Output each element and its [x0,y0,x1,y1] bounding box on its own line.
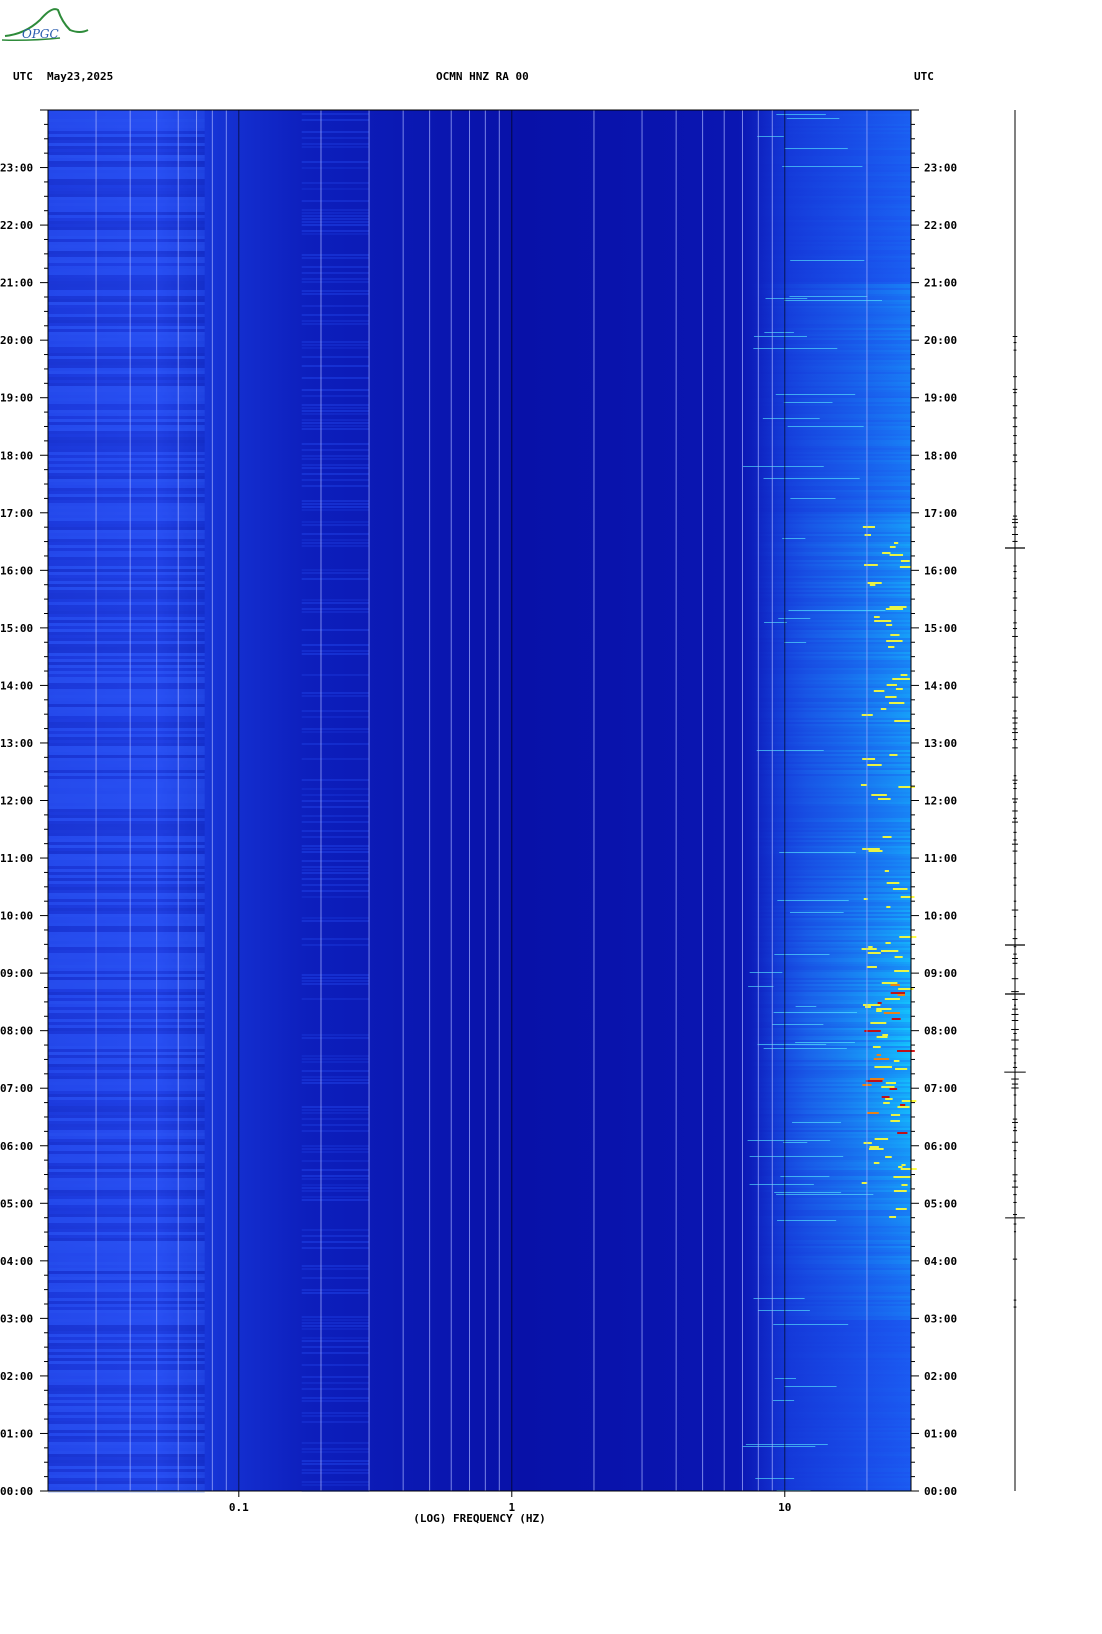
y-tick-label-left: 19:00 [0,392,33,405]
station-label: OCMN HNZ RA 00 [436,70,529,83]
opgc-logo: OPGC [0,0,100,54]
y-tick-label-left: 06:00 [0,1140,33,1153]
right-timezone-label: UTC [914,70,934,83]
y-tick-label-right: 12:00 [924,795,957,808]
y-tick-label-left: 14:00 [0,679,33,692]
date-label: May23,2025 [47,70,114,83]
y-tick-label-left: 21:00 [0,277,33,290]
y-tick-label-right: 11:00 [924,852,957,865]
y-tick-label-right: 13:00 [924,737,957,750]
x-tick-label: 1 [508,1501,515,1514]
y-tick-label-right: 15:00 [924,622,957,635]
x-axis-label: (LOG) FREQUENCY (HZ) [413,1512,545,1525]
high-frequency-energy [742,110,917,1492]
time-axis: 00:00 00:00 01:00 01:00 02:00 02:00 03:00 03:00… [0,109,957,1498]
y-tick-label-right: 05:00 [924,1197,957,1210]
y-tick-label-right: 09:00 [924,967,957,980]
y-tick-label-left: 04:00 [0,1255,33,1268]
y-tick-label-right: 16:00 [924,564,957,577]
y-tick-label-right: 23:00 [924,162,957,175]
left-timezone-label: UTC [13,70,33,83]
y-tick-label-left: 05:00 [0,1197,33,1210]
y-tick-label-right: 03:00 [924,1312,957,1325]
x-tick-label: 0.1 [229,1501,249,1514]
svg-text:OPGC: OPGC [22,27,59,41]
y-tick-label-right: 19:00 [924,392,957,405]
y-tick-label-left: 10:00 [0,910,33,923]
y-tick-label-right: 10:00 [924,910,957,923]
y-tick-label-right: 07:00 [924,1082,957,1095]
seismogram-trace [1004,110,1026,1491]
y-tick-label-left: 08:00 [0,1025,33,1038]
spectrogram-plot [47,110,917,1493]
y-tick-label-right: 18:00 [924,449,957,462]
y-tick-label-left: 18:00 [0,449,33,462]
y-tick-label-left: 11:00 [0,852,33,865]
y-tick-label-right: 17:00 [924,507,957,520]
spectrogram-texture [48,110,370,1493]
frequency-grid [47,110,868,1491]
y-tick-label-left: 02:00 [0,1370,33,1383]
y-tick-label-left: 12:00 [0,795,33,808]
y-tick-label-left: 17:00 [0,507,33,520]
y-tick-label-right: 22:00 [924,219,957,232]
y-tick-label-left: 23:00 [0,162,33,175]
y-tick-label-right: 04:00 [924,1255,957,1268]
y-tick-label-left: 09:00 [0,967,33,980]
y-tick-label-left: 01:00 [0,1427,33,1440]
y-tick-label-left: 07:00 [0,1082,33,1095]
y-tick-label-right: 02:00 [924,1370,957,1383]
y-tick-label-left: 15:00 [0,622,33,635]
y-tick-label-left: 03:00 [0,1312,33,1325]
frequency-axis: 0.1 1 10 (LOG) FREQUENCY (HZ) [229,1491,791,1525]
y-tick-label-left: 20:00 [0,334,33,347]
y-tick-label-left: 00:00 [0,1485,33,1498]
y-tick-label-right: 14:00 [924,679,957,692]
y-tick-label-right: 08:00 [924,1025,957,1038]
y-tick-label-right: 01:00 [924,1427,957,1440]
x-tick-label: 10 [778,1501,791,1514]
y-tick-label-left: 22:00 [0,219,33,232]
y-tick-label-right: 21:00 [924,277,957,290]
y-tick-label-right: 20:00 [924,334,957,347]
y-tick-label-right: 06:00 [924,1140,957,1153]
y-tick-label-left: 16:00 [0,564,33,577]
y-tick-label-left: 13:00 [0,737,33,750]
y-tick-label-right: 00:00 [924,1485,957,1498]
